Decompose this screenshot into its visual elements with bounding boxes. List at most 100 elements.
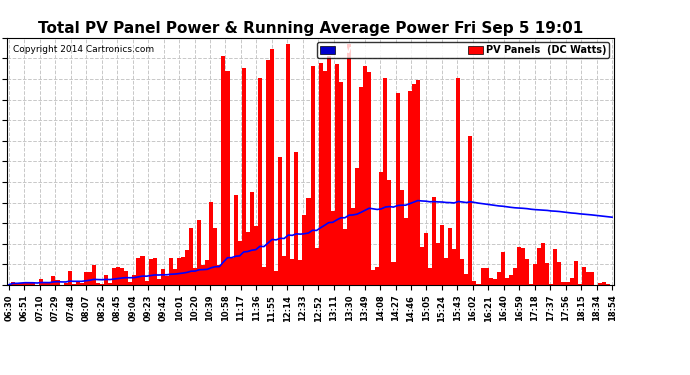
Bar [590, 272, 594, 285]
Bar [120, 268, 124, 285]
Bar [513, 268, 517, 285]
Bar [384, 78, 387, 285]
Bar [452, 249, 456, 285]
Bar [477, 284, 480, 285]
Bar [217, 264, 221, 285]
Bar [440, 225, 444, 285]
Bar [343, 229, 347, 285]
Bar [157, 279, 161, 285]
Bar [298, 260, 302, 285]
Bar [606, 284, 610, 285]
Bar [286, 44, 290, 285]
Bar [553, 249, 558, 285]
Bar [137, 258, 141, 285]
Bar [371, 270, 375, 285]
Bar [278, 157, 282, 285]
Bar [480, 268, 484, 285]
Bar [412, 84, 416, 285]
Bar [68, 271, 72, 285]
Bar [39, 279, 43, 285]
Bar [141, 256, 144, 285]
Bar [173, 269, 177, 285]
Bar [108, 283, 112, 285]
Bar [262, 267, 266, 285]
Bar [562, 282, 566, 285]
Bar [473, 281, 477, 285]
Bar [375, 267, 380, 285]
Bar [420, 247, 424, 285]
Bar [598, 283, 602, 285]
Bar [48, 283, 52, 285]
Bar [436, 243, 440, 285]
Bar [424, 233, 428, 285]
Bar [351, 208, 355, 285]
Bar [484, 268, 489, 285]
Bar [573, 261, 578, 285]
Bar [432, 197, 436, 285]
Bar [538, 248, 541, 285]
Bar [201, 266, 205, 285]
Bar [416, 80, 420, 285]
Bar [582, 267, 586, 285]
Bar [27, 283, 31, 285]
Bar [124, 271, 128, 285]
Bar [541, 243, 545, 285]
Bar [387, 180, 391, 285]
Bar [282, 256, 286, 285]
Bar [76, 281, 80, 285]
Bar [359, 87, 363, 285]
Bar [586, 272, 590, 285]
Bar [493, 279, 497, 285]
Bar [31, 284, 35, 285]
Bar [395, 93, 400, 285]
Bar [302, 215, 306, 285]
Bar [43, 284, 48, 285]
Bar [509, 275, 513, 285]
Bar [246, 232, 250, 285]
Bar [112, 268, 116, 285]
Bar [469, 136, 473, 285]
Bar [408, 91, 412, 285]
Bar [456, 78, 460, 285]
Bar [161, 269, 165, 285]
Bar [63, 283, 68, 285]
Bar [545, 263, 549, 285]
Bar [144, 280, 148, 285]
Bar [241, 68, 246, 285]
Bar [237, 241, 242, 285]
Bar [367, 72, 371, 285]
Bar [331, 211, 335, 285]
Bar [444, 258, 448, 285]
Bar [197, 220, 201, 285]
Bar [428, 268, 432, 285]
Bar [602, 282, 606, 285]
Bar [250, 192, 254, 285]
Bar [19, 283, 23, 285]
Bar [193, 268, 197, 285]
Bar [165, 276, 169, 285]
Bar [213, 228, 217, 285]
Bar [254, 226, 258, 285]
Bar [23, 282, 27, 285]
Bar [148, 259, 152, 285]
Bar [234, 195, 237, 285]
Bar [258, 78, 262, 285]
Bar [326, 57, 331, 285]
Bar [363, 66, 367, 285]
Bar [533, 264, 538, 285]
Bar [497, 272, 501, 285]
Bar [185, 250, 189, 285]
Bar [335, 64, 339, 285]
Bar [15, 284, 19, 285]
Bar [525, 259, 529, 285]
Bar [270, 49, 274, 285]
Bar [505, 278, 509, 285]
Bar [339, 82, 343, 285]
Legend: Average  (DC Watts), PV Panels  (DC Watts): Average (DC Watts), PV Panels (DC Watts) [317, 42, 609, 58]
Bar [266, 60, 270, 285]
Bar [380, 172, 384, 285]
Bar [128, 282, 132, 285]
Bar [83, 272, 88, 285]
Bar [400, 190, 404, 285]
Bar [132, 274, 137, 285]
